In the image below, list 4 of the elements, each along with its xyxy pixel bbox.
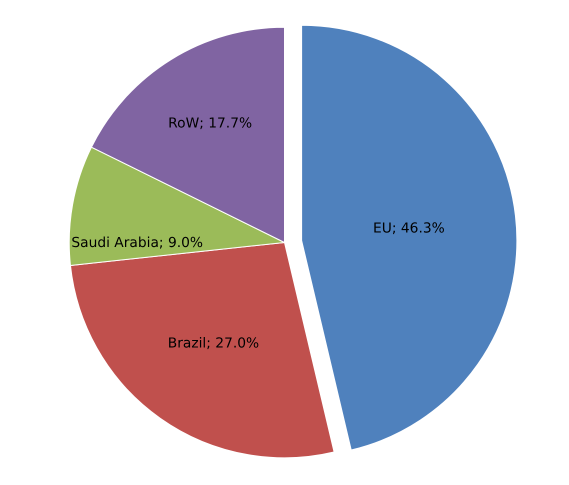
- slice-label: Saudi Arabia; 9.0%: [71, 235, 204, 252]
- slice-label: RoW; 17.7%: [168, 115, 252, 132]
- slice-label: Brazil; 27.0%: [168, 336, 260, 352]
- slice-label: EU; 46.3%: [373, 220, 445, 237]
